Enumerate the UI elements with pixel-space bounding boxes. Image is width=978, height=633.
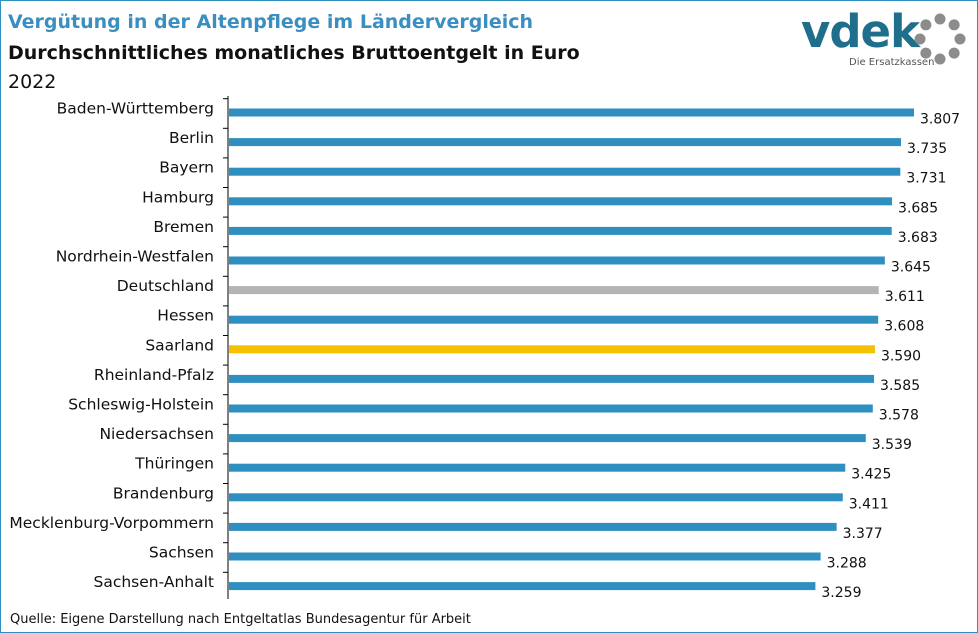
category-label: Niedersachsen <box>99 425 214 443</box>
category-label: Brandenburg <box>113 484 214 502</box>
data-label: 3.585 <box>880 378 920 394</box>
category-label: Mecklenburg-Vorpommern <box>9 514 214 532</box>
bar <box>229 315 879 324</box>
data-label: 3.377 <box>843 526 883 542</box>
logo-ring-dot <box>954 33 966 45</box>
bar <box>229 374 875 383</box>
logo-tagline: Die Ersatzkassen <box>849 57 935 68</box>
bar <box>229 404 873 413</box>
category-label: Deutschland <box>117 277 214 295</box>
data-label: 3.735 <box>907 141 947 157</box>
bar <box>229 552 821 561</box>
category-label: Sachsen-Anhalt <box>93 573 214 591</box>
data-label: 3.288 <box>827 556 867 572</box>
logo-ring-dot <box>920 19 932 31</box>
bar <box>229 286 879 295</box>
data-label: 3.683 <box>898 230 938 246</box>
logo-ring-dot <box>948 19 960 31</box>
data-label: 3.645 <box>891 260 931 276</box>
bar <box>229 345 875 354</box>
data-label: 3.411 <box>849 496 889 512</box>
chart-year: 2022 <box>8 71 57 93</box>
bar <box>229 256 885 265</box>
source-note: Quelle: Eigene Darstellung nach Entgelta… <box>10 612 471 627</box>
bar <box>229 582 816 591</box>
category-label: Schleswig-Holstein <box>68 396 214 414</box>
category-label: Saarland <box>145 336 214 354</box>
logo-ring-icon <box>914 13 966 65</box>
data-label: 3.578 <box>879 408 919 424</box>
category-label: Nordrhein-Westfalen <box>56 248 214 266</box>
data-label: 3.590 <box>881 348 921 364</box>
category-label: Bayern <box>159 159 214 177</box>
logo-ring-dot <box>914 33 926 45</box>
category-label: Sachsen <box>149 544 214 562</box>
vdek-logo: vdek Die Ersatzkassen <box>801 5 966 73</box>
category-label: Berlin <box>169 129 214 147</box>
category-label: Bremen <box>153 218 214 236</box>
chart-subtitle: Durchschnittliches monatliches Bruttoent… <box>8 42 580 64</box>
category-label: Hessen <box>157 307 214 325</box>
bar <box>229 108 914 117</box>
data-label: 3.608 <box>884 319 924 335</box>
category-label: Hamburg <box>142 188 214 206</box>
category-label: Rheinland-Pfalz <box>94 366 214 384</box>
data-label: 3.259 <box>821 585 861 601</box>
data-label: 3.807 <box>920 112 960 128</box>
category-label: Thüringen <box>134 455 214 473</box>
chart-title: Vergütung in der Altenpflege im Länderve… <box>8 11 534 33</box>
data-label: 3.539 <box>872 437 912 453</box>
bar <box>229 463 846 472</box>
category-label: Baden-Württemberg <box>57 100 214 118</box>
bar <box>229 197 893 206</box>
bar <box>229 434 866 443</box>
data-label: 3.685 <box>898 200 938 216</box>
bar <box>229 138 902 147</box>
bar <box>229 493 843 502</box>
logo-ring-dot <box>934 13 946 25</box>
data-label: 3.731 <box>906 171 946 187</box>
bar <box>229 226 892 235</box>
logo-wordmark: vdek <box>801 5 920 58</box>
logo-ring-dot <box>948 47 960 59</box>
data-label: 3.425 <box>851 467 891 483</box>
bar <box>229 167 901 176</box>
logo-ring-dot <box>934 53 946 65</box>
bar <box>229 522 837 531</box>
data-label: 3.611 <box>885 289 925 305</box>
logo-ring-dot <box>920 47 932 59</box>
